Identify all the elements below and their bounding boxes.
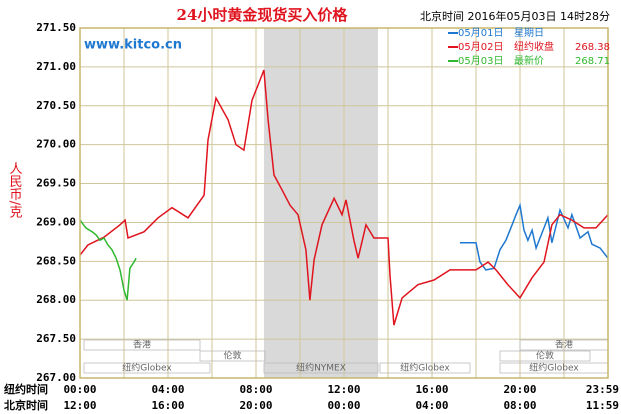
x-tick-label: 04:00: [151, 383, 184, 396]
y-tick-label: 268.50: [36, 254, 76, 267]
x-tick-label: 08:00: [239, 383, 272, 396]
x-tick-label: 20:00: [239, 399, 272, 412]
session-label: 伦敦: [536, 350, 554, 362]
series-line: [79, 219, 137, 301]
x-axis-label-bj: 北京时间: [4, 398, 48, 412]
series-line: [79, 69, 609, 326]
x-axis-label-ny: 纽约时间: [4, 382, 48, 396]
x-tick-label: 00:00: [327, 399, 360, 412]
y-tick-label: 267.50: [36, 332, 76, 345]
lines: [79, 69, 609, 326]
y-axis-label: 人民币/克: [7, 162, 23, 220]
y-tick-label: 269.00: [36, 215, 76, 228]
legend-note: 纽约收盘: [514, 40, 554, 53]
session-box: [199, 350, 266, 362]
nymex-shade: [264, 28, 378, 378]
timestamp: 北京时间 2016年05月03日 14时28分: [420, 9, 610, 23]
session-label: 伦敦: [223, 350, 241, 362]
x-tick-label: 11:59: [586, 399, 619, 412]
x-tick-label: 16:00: [151, 399, 184, 412]
legend-name: 05月01日: [458, 27, 503, 39]
plot-border: [79, 27, 609, 379]
y-tick-label: 268.00: [36, 293, 76, 306]
legend-value: 268.71: [575, 56, 610, 67]
watermark: www.kitco.cn: [84, 38, 182, 53]
y-tick-label: 270.00: [36, 138, 76, 151]
legend-note: 最新价: [514, 54, 544, 67]
session-label: 纽约NYMEX: [296, 362, 346, 374]
session-box: [499, 350, 591, 362]
y-tick-label: 271.00: [36, 60, 76, 73]
session-box: [379, 362, 471, 374]
legend-note: 星期日: [514, 27, 544, 39]
session-box: [83, 362, 211, 374]
session-label: 香港: [555, 339, 573, 351]
x-tick-label: 08:00: [503, 399, 536, 412]
legend: 05月01日 星期日 05月02日 纽约收盘 268.38 05月03日 最新价 268.71: [448, 27, 610, 67]
x-tick-label: 12:00: [63, 399, 96, 412]
legend-name: 05月03日: [458, 55, 503, 67]
session-label: 香港: [133, 339, 151, 351]
x-tick-label: 12:00: [327, 383, 360, 396]
x-tick-label: 04:00: [415, 399, 448, 412]
session-label: 纽约Globex: [122, 362, 172, 374]
legend-name: 05月02日: [458, 41, 503, 53]
y-tick-label: 271.50: [36, 21, 76, 34]
session-label: 纽约Globex: [400, 362, 450, 374]
y-tick-label: 269.50: [36, 177, 76, 190]
legend-value: 268.38: [575, 42, 610, 53]
x-tick-label: 00:00: [63, 383, 96, 396]
x-tick-label: 16:00: [415, 383, 448, 396]
session-label: 纽约Globex: [529, 362, 579, 374]
session-box: [263, 362, 379, 374]
chart-title: 24小时黄金现货买入价格: [177, 6, 349, 24]
session-box: [83, 339, 201, 351]
x-tick-label: 20:00: [503, 383, 536, 396]
y-tick-label: 270.50: [36, 99, 76, 112]
y-tick-label: 267.00: [36, 371, 76, 384]
x-tick-label: 23:59: [586, 383, 619, 396]
